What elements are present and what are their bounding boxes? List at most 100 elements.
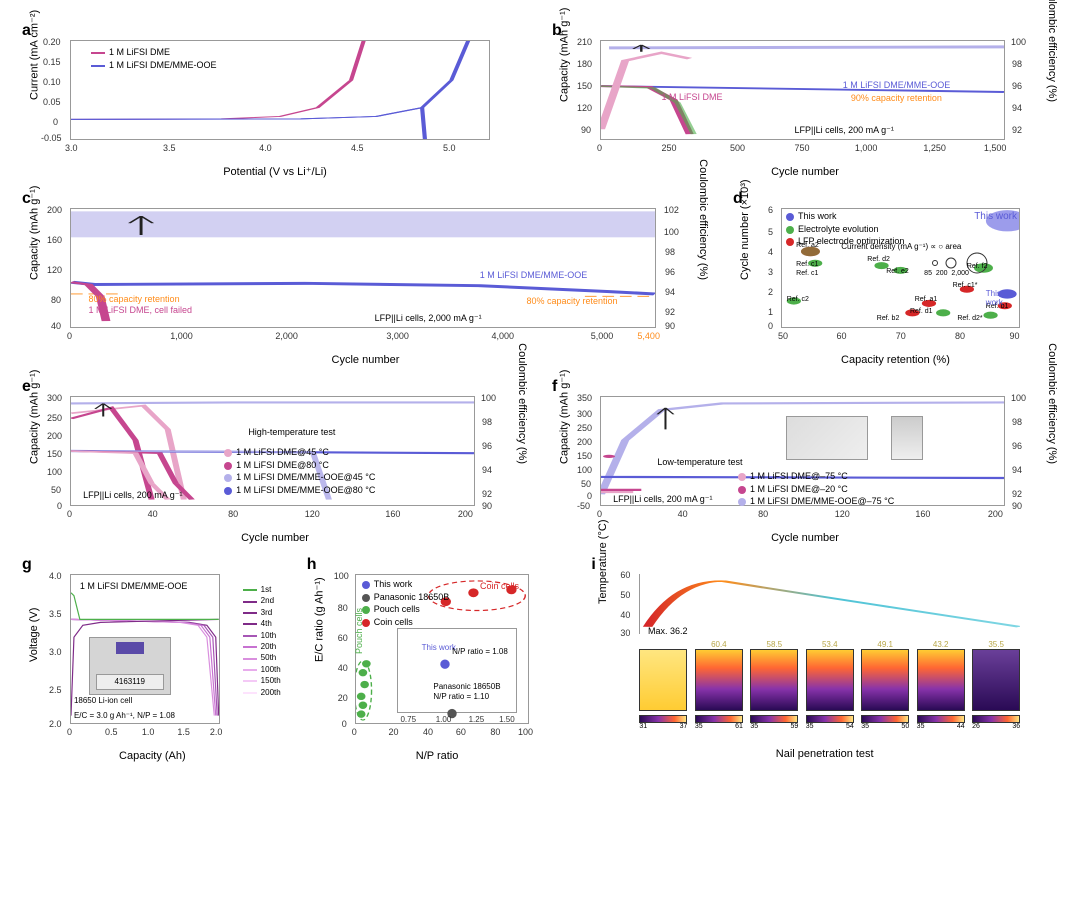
inset-photo-ice [786,416,868,460]
legend-e-2: 1 M LiFSI DME@80 °C [224,460,375,472]
ylabel-e: Capacity (mAh g⁻¹) [28,370,41,464]
scale-hi: 36 [1012,723,1020,730]
row-3: e High-temperature test LFP||Li cells, 2… [20,376,1060,546]
xtick: 2.0 [210,727,223,737]
legend-label: 150th [261,676,281,686]
ytick: 20 [338,693,348,703]
scale-hi: 37 [680,723,688,730]
legend-label: This work [798,211,837,223]
inset-tw-np: N/P ratio = 1.08 [452,647,508,656]
ytick: 60 [620,570,630,580]
row-2: c 80% capacity retention 1 M LiFSI DME, … [20,188,1060,368]
y2tick: 96 [1012,81,1022,91]
area-vals: 85 200 2,000 [924,270,969,277]
ytick: 2 [768,287,773,297]
xtick: 1,250 [923,143,946,153]
ann-c2: 1 M LiFSI DME, cell failed [89,305,193,315]
panel-f: f Low-temperature test LFP||Li cells, 20… [550,376,1060,546]
legend-dot [224,487,232,495]
plot-e: High-temperature test LFP||Li cells, 200… [70,396,475,506]
legend-dot [738,486,746,494]
row-4: g 1 M LiFSI DME/MME-OOE 1st 2nd 3rd 4th … [20,554,1060,764]
panel-g-label: g [22,556,32,574]
y2tick: 96 [1012,441,1022,451]
xtick: 3,000 [386,331,409,341]
scale-lo: 35 [861,723,869,730]
thermal-row: x 3137 60.4 3561 58.5 3559 53.4 [639,640,1060,730]
xtick: 100 [518,727,533,737]
ytick: 100 [577,465,592,475]
ytick: 150 [47,449,62,459]
xtick: 0 [67,727,72,737]
xtick: 1.25 [469,715,485,724]
ann-c4: 80% capacity retention [526,296,617,306]
scale-hi: 59 [791,723,799,730]
ytick: 250 [47,413,62,423]
xtick: 40 [148,509,158,519]
legend-label: 200th [261,688,281,698]
ytick: 250 [577,423,592,433]
ytick: 3.5 [49,609,62,619]
ytick: 50 [620,590,630,600]
inset-photo-cell [891,416,923,460]
y2tick: 92 [1012,489,1022,499]
scale-bar [861,715,909,723]
thermal-temp: 43.2 [917,640,965,649]
legend-f-2: 1 M LiFSI DME@–20 °C [738,484,894,496]
plot-d: This work Electrolyte evolution LFP elec… [781,208,1020,328]
y2label-b: Coulombic efficiency (%) [1046,0,1058,102]
ytick: 120 [47,265,62,275]
xtick: 160 [385,509,400,519]
thermal-cell-3: 53.4 3554 [806,640,854,730]
legend-label: 100th [261,665,281,675]
panel-i-label: i [591,556,595,574]
y2tick: 92 [1012,125,1022,135]
legend-dot [786,213,794,221]
legend-g-2: 3rd [243,608,281,618]
ytick: 200 [47,431,62,441]
ref: Ref. f2 [967,263,988,270]
legend-swatch [91,65,105,67]
ytick: 160 [47,235,62,245]
plot-f: Low-temperature test LFP||Li cells, 200 … [600,396,1005,506]
scale-bar [695,715,743,723]
y2tick: 98 [665,247,675,257]
panel-e: e High-temperature test LFP||Li cells, 2… [20,376,530,546]
xtick: 5.0 [443,143,456,153]
xtick: 80 [955,331,965,341]
legend-swatch [243,623,257,625]
thermal-cell-2: 58.5 3559 [750,640,798,730]
xlabel-a: Potential (V vs Li⁺/Li) [223,165,327,178]
xlabel-g: Capacity (Ah) [119,750,186,762]
legend-dot [224,462,232,470]
legend-label: Electrolyte evolution [798,224,879,236]
legend-swatch [91,52,105,54]
thermal-cell-1: 60.4 3561 [695,640,743,730]
ytick: -0.05 [41,133,62,143]
xtick: 40 [678,509,688,519]
xtick: 120 [835,509,850,519]
ytick: 0 [57,501,62,511]
xtick: 0 [67,331,72,341]
xtick: 2,000 [275,331,298,341]
xtick: 0 [352,727,357,737]
panel-c: c 80% capacity retention 1 M LiFSI DME, … [20,188,711,368]
xlabel-e: Cycle number [241,532,309,544]
legend-label: 1 M LiFSI DME/MME-OOE@45 °C [236,472,375,484]
scale-readout: 4163119 [96,674,164,690]
thermal-cell-5: 43.2 3544 [917,640,965,730]
xlabel-h: N/P ratio [416,750,459,762]
xtick: 120 [305,509,320,519]
scale-bar [639,715,687,723]
ytick: 0 [53,117,58,127]
scale-bar [917,715,965,723]
xtick: 80 [490,727,500,737]
xlabel-f: Cycle number [771,532,839,544]
inset-pan: Panasonic 18650B [433,682,500,691]
ytick: 0 [768,321,773,331]
thermal-cell-4: 49.1 3550 [861,640,909,730]
ann-g-info1: 18650 Li-ion cell [74,696,132,705]
xtick: 0 [597,509,602,519]
ytick: 80 [338,603,348,613]
legend-dot [224,474,232,482]
